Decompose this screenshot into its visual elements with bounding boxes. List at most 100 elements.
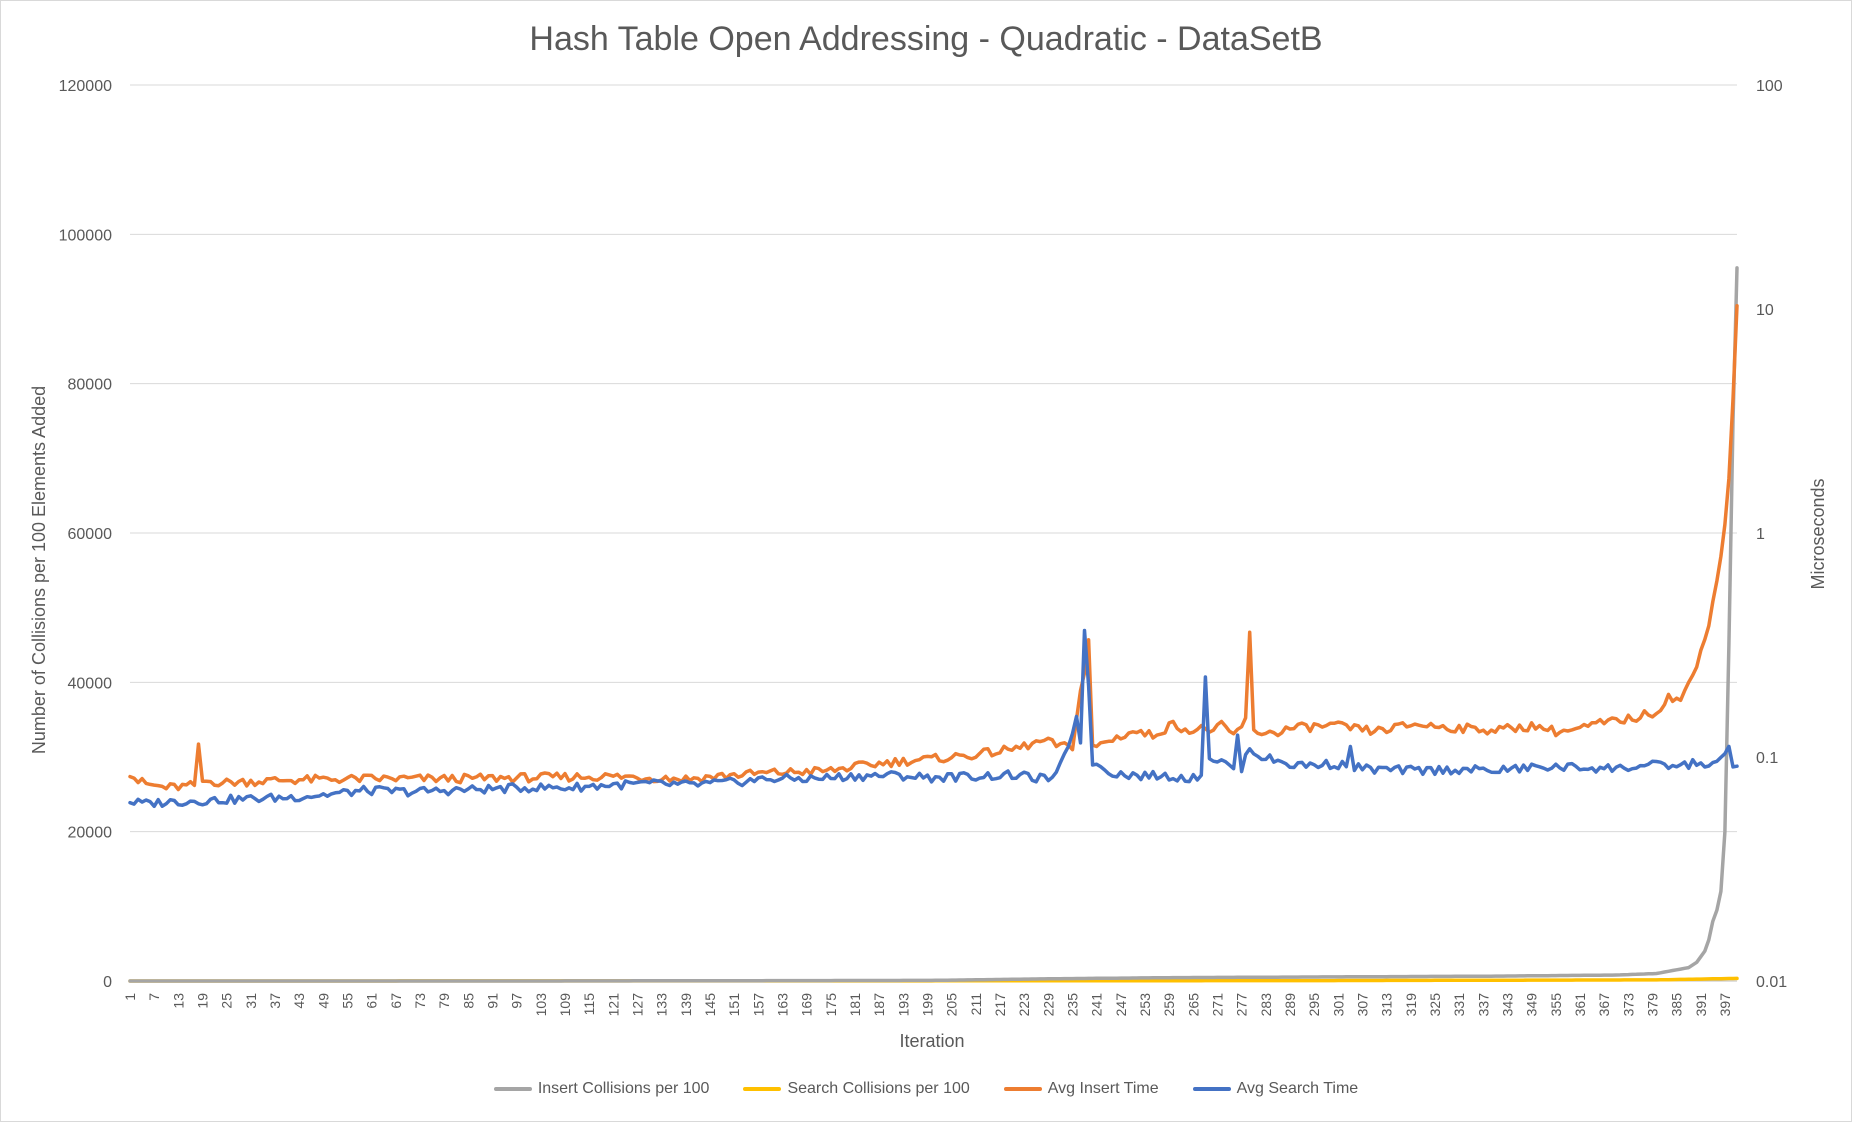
x-tick-label: 31: [243, 993, 259, 1009]
x-tick-label: 19: [194, 993, 210, 1009]
x-tick-label: 277: [1234, 993, 1250, 1017]
left-tick-label: 60000: [68, 526, 113, 543]
x-tick-label: 217: [992, 993, 1008, 1017]
x-tick-label: 265: [1185, 993, 1201, 1017]
x-axis-ticks: 1 7 13 19 25 31 37 43 49 55 61 67 73 79 85 91 97 103 109 11…: [122, 980, 1737, 1017]
x-tick-label: 337: [1475, 993, 1491, 1017]
x-tick-label: 25: [219, 993, 235, 1009]
legend-swatch: [1192, 1087, 1231, 1091]
x-tick-label: 7: [146, 993, 162, 1001]
x-tick-label: 271: [1209, 993, 1225, 1017]
left-tick-label: 20000: [68, 825, 113, 842]
x-tick-label: 55: [339, 993, 355, 1009]
legend-item: Insert Collisions per 100: [493, 1080, 710, 1098]
x-tick-label: 67: [388, 993, 404, 1009]
legend-swatch: [1003, 1087, 1042, 1091]
x-tick-label: 157: [750, 993, 766, 1017]
legend-swatch: [493, 1087, 532, 1091]
right-tick-label: 10: [1756, 302, 1774, 319]
right-tick-label: 100: [1756, 78, 1783, 95]
series-line-avg-insert-time: [128, 303, 1739, 792]
x-tick-label: 319: [1403, 993, 1419, 1017]
legend: Insert Collisions per 100 Search Collisio…: [0, 1080, 1852, 1098]
right-tick-label: 0.1: [1756, 750, 1778, 767]
right-y-axis-title: Microseconds: [1808, 478, 1828, 589]
x-tick-label: 385: [1669, 993, 1685, 1017]
x-tick-label: 193: [895, 993, 911, 1017]
x-tick-label: 247: [1113, 993, 1129, 1017]
x-tick-label: 169: [799, 993, 815, 1017]
x-tick-label: 343: [1499, 993, 1515, 1017]
x-tick-label: 253: [1137, 993, 1153, 1017]
series-lines: [128, 266, 1739, 983]
x-tick-label: 235: [1064, 993, 1080, 1017]
x-tick-label: 301: [1330, 993, 1346, 1017]
x-tick-label: 199: [919, 993, 935, 1017]
x-tick-label: 211: [968, 993, 984, 1016]
left-axis-ticks: 0 20000 40000 60000 80000 100000 120000: [59, 78, 112, 991]
x-tick-label: 151: [726, 993, 742, 1017]
x-tick-label: 97: [509, 993, 525, 1009]
x-tick-label: 229: [1040, 993, 1056, 1017]
gridlines: [130, 84, 1737, 982]
x-tick-label: 109: [557, 993, 573, 1017]
x-tick-label: 295: [1306, 993, 1322, 1017]
x-tick-label: 331: [1451, 993, 1467, 1017]
x-tick-label: 79: [436, 993, 452, 1009]
x-tick-label: 355: [1548, 993, 1564, 1017]
legend-item: Search Collisions per 100: [743, 1080, 970, 1098]
x-tick-label: 325: [1427, 993, 1443, 1017]
x-tick-label: 43: [291, 993, 307, 1009]
x-tick-label: 163: [774, 993, 790, 1017]
x-tick-label: 1: [122, 993, 138, 1001]
x-axis-title: Iteration: [899, 1031, 964, 1051]
legend-label: Avg Insert Time: [1047, 1080, 1159, 1097]
left-y-axis-title: Number of Collisions per 100 Elements Ad…: [29, 386, 49, 754]
x-tick-label: 241: [1089, 993, 1105, 1017]
legend-label: Insert Collisions per 100: [537, 1080, 710, 1097]
right-tick-label: 1: [1756, 526, 1765, 543]
series-line-avg-search-time: [128, 628, 1739, 809]
x-tick-label: 187: [871, 993, 887, 1017]
x-tick-label: 103: [533, 993, 549, 1017]
x-tick-label: 175: [823, 993, 839, 1017]
legend-item: Avg Search Time: [1192, 1080, 1359, 1098]
legend-swatch: [743, 1087, 782, 1091]
x-tick-label: 373: [1620, 993, 1636, 1017]
x-tick-label: 367: [1596, 993, 1612, 1017]
x-tick-label: 145: [702, 993, 718, 1017]
x-tick-label: 37: [267, 993, 283, 1009]
x-tick-label: 91: [484, 993, 500, 1009]
x-tick-label: 289: [1282, 993, 1298, 1017]
x-tick-label: 283: [1258, 993, 1274, 1017]
left-tick-label: 40000: [68, 675, 113, 692]
x-tick-label: 349: [1524, 993, 1540, 1017]
legend-label: Avg Search Time: [1236, 1080, 1359, 1097]
left-tick-label: 80000: [68, 377, 113, 394]
x-tick-label: 205: [944, 993, 960, 1017]
x-tick-label: 181: [847, 993, 863, 1017]
x-tick-label: 397: [1717, 993, 1733, 1017]
x-tick-label: 313: [1379, 993, 1395, 1017]
x-tick-label: 259: [1161, 993, 1177, 1017]
x-tick-label: 85: [460, 993, 476, 1009]
left-tick-label: 120000: [59, 78, 112, 95]
x-tick-label: 391: [1693, 993, 1709, 1017]
x-tick-label: 49: [315, 993, 331, 1009]
x-tick-label: 115: [581, 993, 597, 1016]
x-tick-label: 133: [654, 993, 670, 1017]
x-tick-label: 61: [364, 993, 380, 1009]
x-tick-label: 307: [1354, 993, 1370, 1017]
x-tick-label: 73: [412, 993, 428, 1009]
left-tick-label: 0: [103, 974, 112, 991]
x-tick-label: 121: [605, 993, 621, 1017]
x-tick-label: 127: [629, 993, 645, 1017]
x-tick-label: 13: [170, 993, 186, 1009]
left-tick-label: 100000: [59, 227, 112, 244]
right-tick-label: 0.01: [1756, 974, 1787, 991]
x-tick-label: 139: [678, 993, 694, 1017]
x-tick-label: 379: [1644, 993, 1660, 1017]
series-line-insert-collisions-per-100: [128, 266, 1739, 983]
